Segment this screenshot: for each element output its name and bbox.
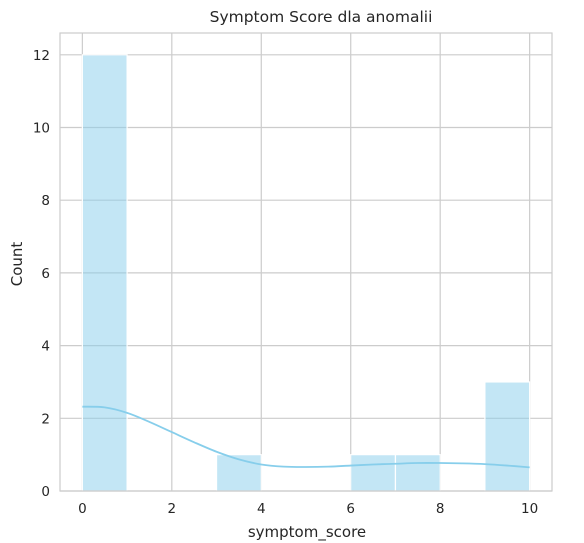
x-tick-label: 2 bbox=[168, 501, 177, 517]
x-tick-label: 10 bbox=[521, 501, 538, 517]
y-tick-label: 12 bbox=[33, 48, 50, 64]
x-tick-labels: 0 2 4 6 8 10 bbox=[78, 501, 538, 517]
y-tick-label: 6 bbox=[41, 266, 50, 282]
kde-layer bbox=[82, 405, 530, 469]
x-tick-label: 6 bbox=[346, 501, 355, 517]
grid-layer bbox=[60, 33, 552, 492]
y-tick-label: 2 bbox=[41, 411, 50, 427]
y-axis-label: Count bbox=[8, 242, 26, 287]
x-tick-label: 0 bbox=[78, 501, 87, 517]
chart-title: Symptom Score dla anomalii bbox=[210, 8, 433, 26]
x-tick-label: 4 bbox=[257, 501, 266, 517]
histogram-bar bbox=[81, 54, 128, 492]
histogram-bar bbox=[350, 454, 397, 492]
y-tick-label: 8 bbox=[41, 193, 50, 209]
plot-frame bbox=[59, 32, 553, 492]
y-tick-label: 0 bbox=[41, 484, 50, 500]
histogram-bar bbox=[394, 454, 441, 492]
histogram-bar bbox=[484, 381, 531, 492]
bars-layer bbox=[81, 54, 531, 492]
plot-border bbox=[59, 32, 553, 492]
y-tick-label: 10 bbox=[33, 121, 50, 137]
y-tick-label: 4 bbox=[41, 339, 50, 355]
x-tick-label: 8 bbox=[436, 501, 445, 517]
x-axis-label: symptom_score bbox=[248, 523, 366, 542]
kde-curve bbox=[82, 405, 530, 469]
y-tick-labels: 0 2 4 6 8 10 12 bbox=[33, 48, 50, 500]
